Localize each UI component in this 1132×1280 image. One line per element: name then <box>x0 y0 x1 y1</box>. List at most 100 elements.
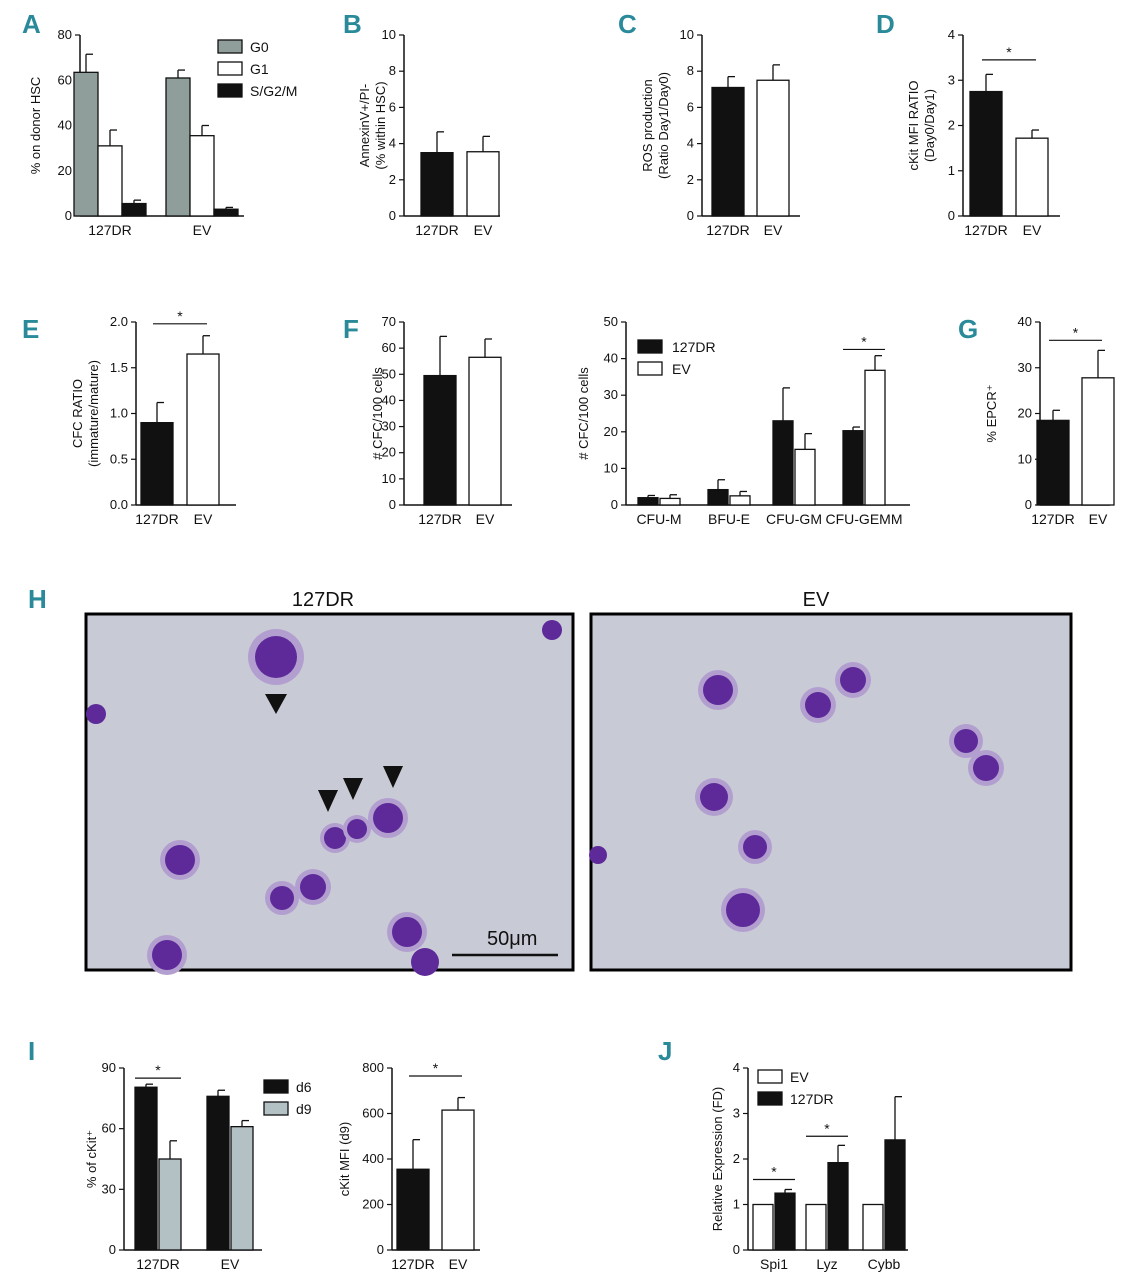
y-tick-label: 80 <box>58 27 72 42</box>
y-tick-label: 0.0 <box>110 497 128 512</box>
y-tick-label: 20 <box>58 163 72 178</box>
cell <box>542 620 562 640</box>
bar <box>884 1139 906 1251</box>
panel-label-h: H <box>28 584 47 614</box>
y-axis-label: (immature/mature) <box>86 360 101 467</box>
y-tick-label: 0 <box>611 497 618 512</box>
bar <box>1081 377 1115 506</box>
bar <box>186 353 220 506</box>
cell-nucleus <box>973 755 999 781</box>
y-tick-label: 60 <box>102 1121 116 1136</box>
y-tick-label: 8 <box>687 63 694 78</box>
y-axis-label: CFC RATIO <box>70 379 85 448</box>
bar <box>423 374 457 506</box>
significance-star: * <box>433 1060 439 1076</box>
bar <box>165 77 191 217</box>
y-tick-label: 4 <box>948 27 955 42</box>
micrograph-title-127dr: 127DR <box>292 589 354 611</box>
y-axis-label: % on donor HSC <box>28 77 43 175</box>
y-tick-label: 0 <box>65 208 72 223</box>
bar <box>230 1125 254 1251</box>
bar <box>121 202 147 217</box>
x-category-label: CFU-GEMM <box>826 511 903 527</box>
chart-f-cfc-types: 0 10 20 30 40 50 # CFC/100 cells CFU-M BFU-E CFU-… <box>576 314 910 527</box>
y-axis-label: Relative Expression (FD) <box>710 1087 725 1232</box>
y-tick-label: 40 <box>1018 314 1032 329</box>
bar <box>158 1158 182 1251</box>
y-axis-label: # CFC/100 cells <box>370 367 385 460</box>
y-tick-label: 10 <box>680 27 694 42</box>
y-axis-label: (Ratio Day1/Day0) <box>656 72 671 179</box>
bar <box>97 145 123 217</box>
significance-star: * <box>1073 324 1079 340</box>
legend-label: EV <box>790 1069 809 1085</box>
y-tick-label: 30 <box>382 419 396 434</box>
x-category-label: EV <box>764 222 783 238</box>
bar <box>711 86 745 217</box>
chart-b-annexin: 0 2 4 6 8 10 AnnexinV+/PI- (% within HSC) 127DR E… <box>357 27 500 238</box>
x-category-label: 127DR <box>1031 511 1075 527</box>
bar <box>206 1095 230 1251</box>
micrograph-ev <box>589 612 1073 972</box>
bar <box>140 421 174 506</box>
cell-nucleus <box>270 886 294 910</box>
legend-swatch <box>263 1079 289 1094</box>
cell-nucleus <box>152 940 182 970</box>
x-category-label: EV <box>193 222 212 238</box>
x-category-label: 127DR <box>136 1256 180 1272</box>
y-tick-label: 40 <box>382 392 396 407</box>
chart-e-cfc-ratio: 0.0 0.5 1.0 1.5 2.0 CFC RATIO (immature/mature… <box>70 308 236 527</box>
x-category-label: 127DR <box>391 1256 435 1272</box>
chart-d-ckit-ratio: 0 1 2 3 4 cKit MFI RATIO (Day0/Day1) 127DR EV * <box>906 27 1060 238</box>
bar <box>772 420 794 506</box>
x-category-label: EV <box>194 511 213 527</box>
y-tick-label: 30 <box>604 387 618 402</box>
y-tick-label: 30 <box>1018 360 1032 375</box>
y-tick-label: 4 <box>733 1060 740 1075</box>
legend-label: d9 <box>296 1101 312 1117</box>
x-category-label: Cybb <box>868 1256 901 1272</box>
x-category-label: 127DR <box>88 222 132 238</box>
significance-star: * <box>861 333 867 349</box>
cell-cluster <box>86 620 562 976</box>
bar <box>73 71 99 217</box>
chart-j-relative-expression: 0 1 2 3 4 Relative Expression (FD) Spi1 Lyz Cybb… <box>710 1060 908 1272</box>
cell-nucleus <box>954 729 978 753</box>
y-tick-label: 0.5 <box>110 451 128 466</box>
legend-swatch <box>757 1091 783 1106</box>
y-tick-label: 8 <box>389 63 396 78</box>
y-tick-label: 0 <box>1025 497 1032 512</box>
y-axis-label: % EPCR⁺ <box>984 384 999 442</box>
x-category-label: CFU-GM <box>766 511 822 527</box>
panel-label-a: A <box>22 9 41 39</box>
y-tick-label: 1.5 <box>110 360 128 375</box>
y-tick-label: 400 <box>362 1151 384 1166</box>
significance-star: * <box>824 1120 830 1136</box>
legend-label: d6 <box>296 1079 312 1095</box>
bar <box>729 495 751 506</box>
legend-swatch <box>637 361 663 376</box>
chart-f-total-cfc: 0 10 20 30 40 50 60 70 # CFC/100 cells 127DR EV <box>370 314 512 527</box>
bar <box>637 497 659 506</box>
bar <box>805 1203 827 1251</box>
bar <box>420 151 454 217</box>
legend-label: G0 <box>250 39 269 55</box>
cell-nucleus <box>373 803 403 833</box>
bar <box>468 356 502 506</box>
bar <box>466 151 500 217</box>
bar <box>774 1192 796 1251</box>
y-tick-label: 10 <box>382 27 396 42</box>
arrowhead-marker <box>265 694 287 714</box>
arrowhead-marker <box>383 766 403 788</box>
bar <box>752 1203 774 1251</box>
bar <box>213 208 239 217</box>
y-tick-label: 200 <box>362 1197 384 1212</box>
y-tick-label: 6 <box>389 99 396 114</box>
bar <box>827 1161 849 1251</box>
x-category-label: 127DR <box>964 222 1008 238</box>
y-tick-label: 20 <box>1018 406 1032 421</box>
bar <box>659 497 681 506</box>
y-tick-label: 3 <box>733 1106 740 1121</box>
x-category-label: Spi1 <box>760 1256 788 1272</box>
